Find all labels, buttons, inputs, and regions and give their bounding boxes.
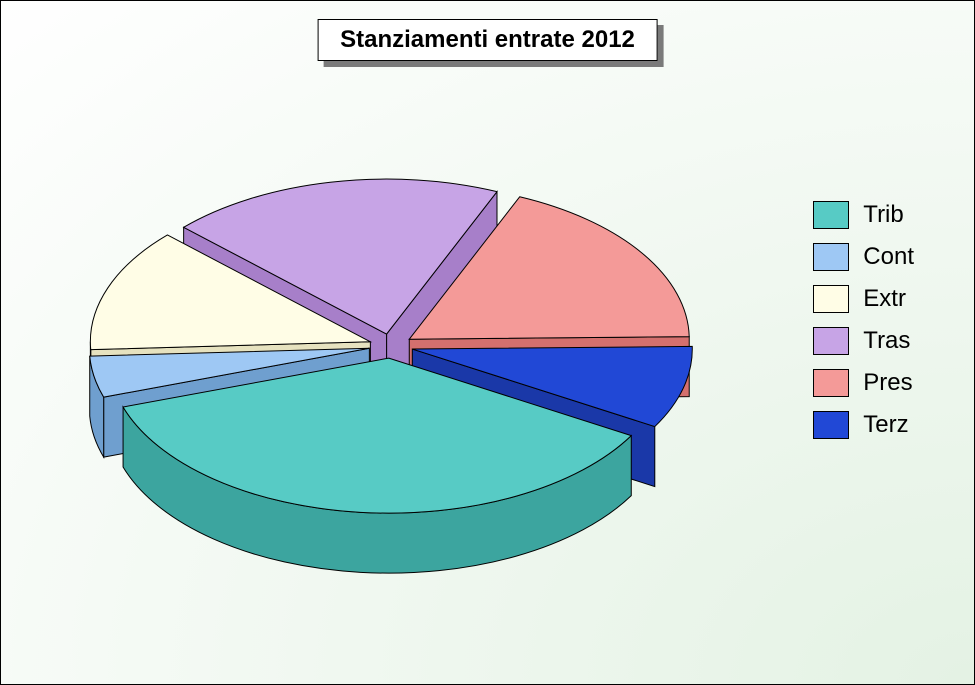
legend-item: Terz xyxy=(813,411,914,439)
legend-item: Tras xyxy=(813,327,914,355)
legend-label: Terz xyxy=(863,411,908,439)
legend-item: Cont xyxy=(813,243,914,271)
legend-swatch xyxy=(813,411,849,439)
legend: Trib Cont Extr Tras Pres Terz xyxy=(813,201,914,453)
legend-label: Pres xyxy=(863,369,912,397)
legend-swatch xyxy=(813,369,849,397)
legend-item: Pres xyxy=(813,369,914,397)
legend-item: Extr xyxy=(813,285,914,313)
legend-label: Extr xyxy=(863,285,906,313)
legend-swatch xyxy=(813,201,849,229)
legend-swatch xyxy=(813,243,849,271)
legend-label: Trib xyxy=(863,201,903,229)
legend-swatch xyxy=(813,327,849,355)
legend-label: Cont xyxy=(863,243,914,271)
legend-item: Trib xyxy=(813,201,914,229)
legend-swatch xyxy=(813,285,849,313)
chart-frame: Stanziamenti entrate 2012 TribContExtrTr… xyxy=(0,0,975,685)
legend-label: Tras xyxy=(863,327,910,355)
